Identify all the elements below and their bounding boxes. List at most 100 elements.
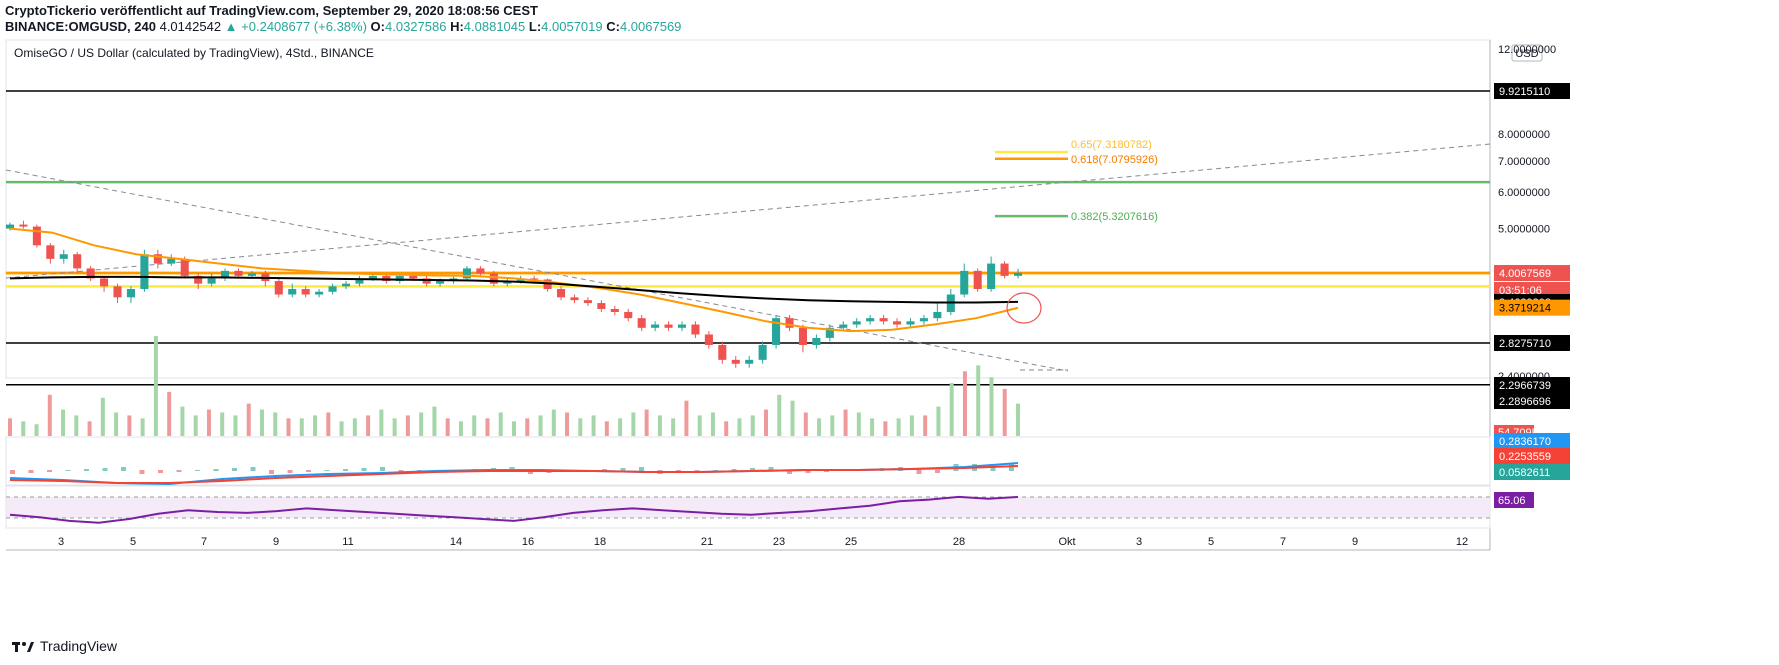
volume-bar <box>750 415 755 436</box>
candle-body <box>436 281 445 284</box>
volume-bar <box>299 418 304 436</box>
x-tick-label: 3 <box>58 536 64 548</box>
rsi-line <box>9 495 1019 524</box>
candle-body <box>153 254 162 264</box>
high-value: 4.0881045 <box>463 19 526 34</box>
candle-body <box>583 300 592 304</box>
macd-label-box <box>1494 464 1570 480</box>
x-tick-label: 28 <box>953 536 965 548</box>
x-tick-label: 12 <box>1456 536 1468 548</box>
volume-bar <box>817 418 822 436</box>
candle-body <box>973 270 982 290</box>
x-tick-label: 9 <box>273 536 279 548</box>
volume-bar <box>233 415 238 436</box>
x-tick-label: 11 <box>342 536 353 548</box>
macd-histogram-bar <box>768 467 774 471</box>
candle-body <box>422 278 431 284</box>
macd-histogram-bar <box>750 468 755 471</box>
volume-bar <box>591 415 596 436</box>
x-tick-label: 9 <box>1352 536 1358 548</box>
candle-body <box>328 286 337 292</box>
volume-bar <box>644 409 649 436</box>
macd-histogram-bar <box>306 470 311 472</box>
candle-body <box>341 283 351 287</box>
x-tick-label: 3 <box>1136 536 1142 548</box>
macd-histogram-bar <box>28 470 34 473</box>
macd-histogram-bar <box>250 467 256 471</box>
x-tick-label: 25 <box>845 536 857 548</box>
macd-histogram-bar <box>380 467 385 471</box>
volume-bar <box>206 409 211 436</box>
volume-bar <box>140 418 145 436</box>
macd-histogram-bar <box>620 468 626 471</box>
candle-body <box>1013 272 1023 276</box>
candle-body <box>315 291 324 295</box>
volume-bar <box>286 418 291 436</box>
macd-label: 0.0582611 <box>1499 467 1550 479</box>
currency-button-box <box>1511 44 1543 62</box>
volume-bar <box>764 409 768 436</box>
x-tick-label: Okt <box>1058 536 1075 548</box>
volume-bar <box>790 400 795 436</box>
volume-bar <box>74 415 79 436</box>
macd-histogram-bar <box>361 468 367 471</box>
candle-body <box>462 268 471 279</box>
publisher-line: CryptoTickerio veröffentlicht auf Tradin… <box>5 3 538 18</box>
volume-bar <box>551 409 556 436</box>
candle-body <box>126 289 135 298</box>
macd-histogram-bar <box>195 470 200 471</box>
macd-histogram-bar <box>528 470 533 474</box>
volume-bar <box>114 412 119 436</box>
volume-bar <box>512 421 516 436</box>
rsi-label-box <box>1494 492 1534 508</box>
fib-level-label: 0.65(7.3180782) <box>1071 139 1152 151</box>
candle-body <box>113 286 122 298</box>
macd-histogram-bar <box>139 470 145 474</box>
candle-body <box>5 224 15 229</box>
macd-label: 0.2253559 <box>1499 451 1551 463</box>
candle-body <box>919 318 928 322</box>
volume-bar <box>180 406 185 436</box>
volume-bar <box>962 371 967 436</box>
macd-histogram-bar <box>84 469 89 471</box>
candle-body <box>731 359 740 364</box>
candle-body <box>234 270 243 276</box>
macd-label-box <box>1494 448 1570 464</box>
macd-label: 0.2836170 <box>1499 436 1551 448</box>
last-price: 4.0142542 <box>159 19 222 34</box>
candle-body <box>812 337 821 345</box>
candle-body <box>167 258 176 264</box>
volume-bar <box>883 421 888 436</box>
currency-button[interactable]: USD <box>1511 44 1543 62</box>
price-label-box <box>1494 83 1570 99</box>
volume-bar <box>313 415 318 436</box>
volume-bar <box>405 415 410 436</box>
footer-brand: TradingView <box>40 638 118 654</box>
candle-body <box>960 270 969 295</box>
volume-bar <box>856 412 861 436</box>
candle-body <box>1000 263 1009 276</box>
candle-body <box>704 334 713 345</box>
volume-bar <box>538 415 543 436</box>
candle-body <box>19 224 28 227</box>
volume-bar <box>657 415 662 436</box>
volume-bar <box>604 421 609 436</box>
y-tick-label: 7.0000000 <box>1498 156 1550 168</box>
low-value: 4.0057019 <box>541 19 603 34</box>
volume-bar <box>737 418 742 436</box>
volume-bar <box>976 365 981 436</box>
descending-trendline <box>5 169 1069 372</box>
footer: TradingView <box>12 638 117 654</box>
macd-histogram-bar <box>639 467 644 471</box>
macd-histogram-bar <box>10 470 15 474</box>
price-label: 3.3719214 <box>1499 303 1551 315</box>
candle-body <box>785 318 794 328</box>
candle-body <box>691 324 700 335</box>
volume-bar <box>923 415 928 436</box>
volume-bar <box>61 409 66 436</box>
volume-bar <box>21 421 26 436</box>
price-label: 2.2896696 <box>1499 396 1551 408</box>
macd-line <box>9 462 1019 486</box>
candle-body <box>624 311 633 319</box>
